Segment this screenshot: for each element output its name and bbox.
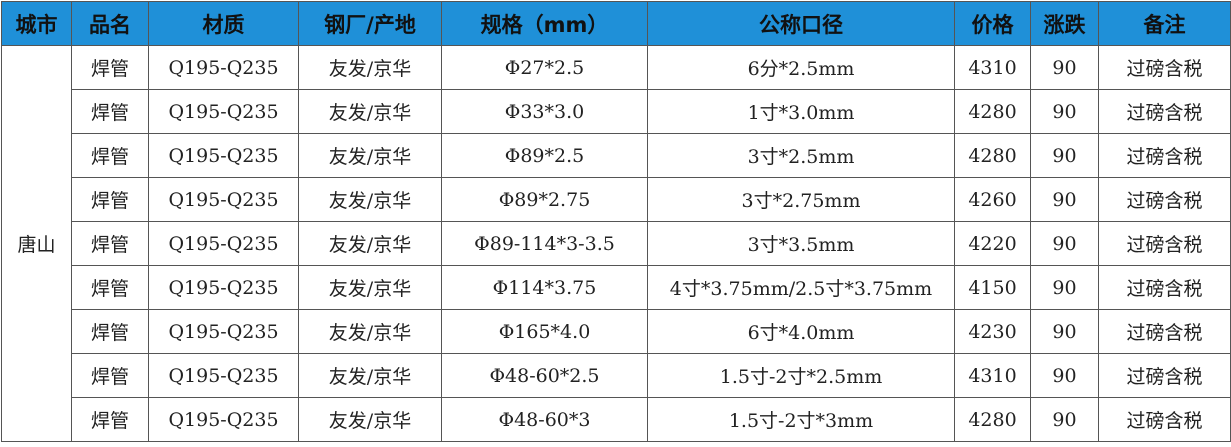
table-cell: Φ27*2.5	[441, 45, 648, 90]
table-cell: Φ48-60*3	[441, 397, 648, 442]
table-cell: 4230	[954, 309, 1031, 354]
table-cell: Q195-Q235	[148, 89, 299, 134]
table-cell: 90	[1030, 309, 1099, 354]
table-cell: 4150	[954, 265, 1031, 310]
header-cell: 城市	[1, 1, 72, 46]
table-cell: 4280	[954, 89, 1031, 134]
table-cell: 焊管	[71, 133, 149, 178]
table-cell: 90	[1030, 133, 1099, 178]
table-row: 焊管 Q195-Q235 友发/京华 Φ33*3.0 1寸*3.0mm 4280 90 过磅含…	[2, 89, 1231, 134]
table-cell: 4260	[954, 177, 1031, 222]
table-cell: Q195-Q235	[148, 265, 299, 310]
city-cell: 唐山	[1, 45, 72, 442]
table-cell: 4310	[954, 353, 1031, 398]
table-cell: Q195-Q235	[148, 221, 299, 266]
table-cell: 1.5寸-2寸*3mm	[647, 397, 955, 442]
table-cell: 友发/京华	[298, 353, 442, 398]
table-cell: Q195-Q235	[148, 353, 299, 398]
table-cell: 友发/京华	[298, 397, 442, 442]
table-row: 焊管 Q195-Q235 友发/京华 Φ114*3.75 4寸*3.75mm/2.5寸*…	[2, 265, 1231, 310]
table-cell: 过磅含税	[1098, 221, 1231, 266]
table-cell: 6分*2.5mm	[647, 45, 955, 90]
table-row: 焊管 Q195-Q235 友发/京华 Φ89*2.75 3寸*2.75mm 4260 90 过…	[2, 177, 1231, 222]
table-cell: 过磅含税	[1098, 397, 1231, 442]
table-cell: Φ48-60*2.5	[441, 353, 648, 398]
table-row: 唐山 焊管 Q195-Q235 友发/京华 Φ27*2.5 6分*2.5mm 4310 90 过…	[1, 45, 1231, 442]
table-cell: 过磅含税	[1098, 45, 1231, 90]
table-cell: 90	[1030, 45, 1099, 90]
table-cell: Φ165*4.0	[441, 309, 648, 354]
table-cell: 友发/京华	[298, 221, 442, 266]
header-cell: 规格（mm）	[441, 1, 648, 46]
table-cell: 6寸*4.0mm	[647, 309, 955, 354]
table-cell: Φ89*2.75	[441, 177, 648, 222]
table-cell: 焊管	[71, 309, 149, 354]
table-cell: Q195-Q235	[148, 133, 299, 178]
table-cell: Q195-Q235	[148, 309, 299, 354]
table-cell: 友发/京华	[298, 265, 442, 310]
table-cell: 过磅含税	[1098, 309, 1231, 354]
table-cell: 1寸*3.0mm	[647, 89, 955, 134]
table-cell: 过磅含税	[1098, 133, 1231, 178]
table-cell: 焊管	[71, 89, 149, 134]
table-cell: 3寸*3.5mm	[647, 221, 955, 266]
table-cell: 过磅含税	[1098, 177, 1231, 222]
header-cell: 涨跌	[1030, 1, 1099, 46]
table-cell: Φ114*3.75	[441, 265, 648, 310]
table-cell: 90	[1030, 221, 1099, 266]
table-cell: Φ33*3.0	[441, 89, 648, 134]
table-cell: Q195-Q235	[148, 397, 299, 442]
table-cell: 3寸*2.75mm	[647, 177, 955, 222]
table-cell: 焊管	[71, 177, 149, 222]
table-cell: 友发/京华	[298, 45, 442, 90]
table-cell: 焊管	[71, 45, 149, 90]
header-cell: 品名	[71, 1, 149, 46]
table-cell: 4220	[954, 221, 1031, 266]
table-cell: 焊管	[71, 397, 149, 442]
table-cell: 焊管	[71, 265, 149, 310]
header-cell: 价格	[954, 1, 1031, 46]
table-cell: Q195-Q235	[148, 45, 299, 90]
table-cell: 友发/京华	[298, 177, 442, 222]
header-row: 城市 品名 材质 钢厂/产地 规格（mm） 公称口径 价格 涨跌 备注	[1, 1, 1231, 46]
table-cell: 友发/京华	[298, 133, 442, 178]
table-row: 焊管 Q195-Q235 友发/京华 Φ89-114*3-3.5 3寸*3.5mm 422…	[2, 221, 1231, 266]
header-cell: 备注	[1098, 1, 1231, 46]
table-cell: 90	[1030, 265, 1099, 310]
table-row: 焊管 Q195-Q235 友发/京华 Φ165*4.0 6寸*4.0mm 4230 90 过磅…	[2, 309, 1231, 354]
table-cell: Φ89*2.5	[441, 133, 648, 178]
table-cell: Q195-Q235	[148, 177, 299, 222]
header-cell: 公称口径	[647, 1, 955, 46]
table-cell: 90	[1030, 89, 1099, 134]
table-cell: 90	[1030, 353, 1099, 398]
header-cell: 钢厂/产地	[298, 1, 442, 46]
table-cell: 1.5寸-2寸*2.5mm	[647, 353, 955, 398]
table-cell: 友发/京华	[298, 89, 442, 134]
table-cell: 焊管	[71, 353, 149, 398]
table-cell: 过磅含税	[1098, 265, 1231, 310]
table-row: 焊管 Q195-Q235 友发/京华 Φ48-60*2.5 1.5寸-2寸*2.5mm 4…	[2, 353, 1231, 398]
table-cell: 4280	[954, 133, 1031, 178]
table-cell: 3寸*2.5mm	[647, 133, 955, 178]
table-cell: 4310	[954, 45, 1031, 90]
table-cell: 过磅含税	[1098, 353, 1231, 398]
table-cell: 90	[1030, 397, 1099, 442]
table-cell: Φ89-114*3-3.5	[441, 221, 648, 266]
table-cell: 友发/京华	[298, 309, 442, 354]
table-body: 唐山 焊管 Q195-Q235 友发/京华 Φ27*2.5 6分*2.5mm 4310 90 过…	[1, 45, 1231, 442]
table-cell: 过磅含税	[1098, 89, 1231, 134]
header-cell: 材质	[148, 1, 299, 46]
table-cell: 90	[1030, 177, 1099, 222]
table-cell: 焊管	[71, 221, 149, 266]
table-cell: 4寸*3.75mm/2.5寸*3.75mm	[647, 265, 955, 310]
table-row: 焊管 Q195-Q235 友发/京华 Φ48-60*3 1.5寸-2寸*3mm 4280 9…	[2, 397, 1231, 442]
table-cell: 4280	[954, 397, 1031, 442]
table-row: 焊管 Q195-Q235 友发/京华 Φ89*2.5 3寸*2.5mm 4280 90 过磅含…	[2, 133, 1231, 178]
